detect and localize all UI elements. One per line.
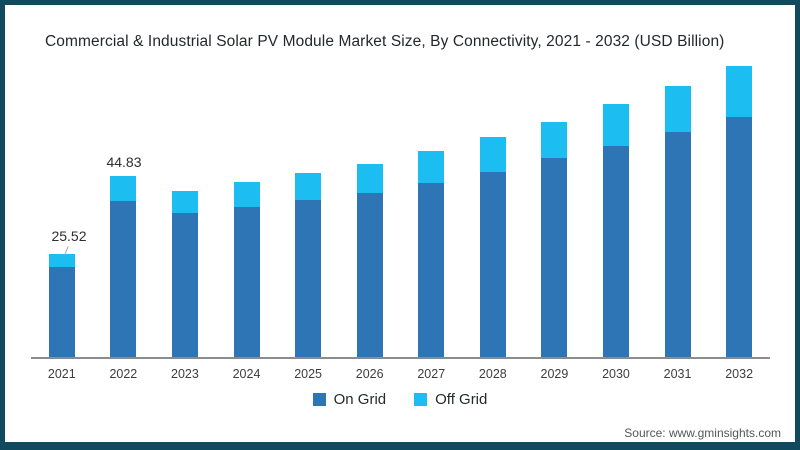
off-grid-segment-2026 [356, 164, 383, 193]
on-grid-segment-2024 [233, 207, 260, 357]
on-grid-segment-2031 [664, 132, 691, 357]
bar-column-2025 [277, 5, 339, 357]
x-axis-label-2023: 2023 [171, 367, 199, 381]
x-axis-label-2028: 2028 [478, 367, 507, 381]
data-label-2021: 25.52 [51, 228, 87, 244]
off-grid-segment-2030 [602, 104, 629, 146]
bar-column-2030 [585, 5, 647, 357]
x-axis-line [31, 357, 770, 359]
x-axis-label-2027: 2027 [417, 367, 446, 381]
x-axis-label-2032: 2032 [725, 367, 754, 381]
stacked-bar-2031 [664, 86, 691, 357]
x-axis-label-2022: 2022 [109, 367, 138, 381]
x-axis-labels: 2021 2022 2023 2024 2025 2026 2027 2028 2029 2030… [31, 367, 770, 381]
bar-column-2024 [216, 5, 278, 357]
on-grid-segment-2026 [356, 193, 383, 357]
on-grid-segment-2023 [171, 213, 198, 357]
off-grid-segment-2032 [726, 66, 753, 117]
off-grid-segment-2027 [418, 151, 445, 183]
legend-item-off-grid: Off Grid [414, 391, 487, 408]
bar-column-2023 [154, 5, 216, 357]
on-grid-segment-2021 [48, 267, 75, 357]
stacked-bar-2021 [48, 254, 75, 357]
off-grid-segment-2031 [664, 86, 691, 132]
off-grid-segment-2023 [171, 191, 198, 213]
x-axis-label-2030: 2030 [602, 367, 630, 381]
x-axis-label-2025: 2025 [294, 367, 322, 381]
bar-column-2029 [524, 5, 586, 357]
legend-label-on-grid: On Grid [333, 391, 387, 408]
stacked-bar-2022 [110, 176, 137, 357]
plot-area [31, 5, 770, 357]
on-grid-swatch-icon [312, 393, 326, 406]
on-grid-segment-2028 [479, 172, 506, 357]
legend-item-on-grid: On Grid [312, 391, 387, 408]
bar-column-2028 [462, 5, 524, 357]
x-axis-label-2029: 2029 [540, 367, 569, 381]
on-grid-segment-2030 [602, 146, 629, 357]
stacked-bar-2024 [233, 182, 260, 357]
bar-column-2032 [708, 5, 770, 357]
legend: On Grid Off Grid [5, 391, 795, 408]
x-axis-label-2026: 2026 [355, 367, 384, 381]
source-attribution: Source: www.gminsights.com [624, 426, 781, 440]
bar-column-2031 [647, 5, 709, 357]
stacked-bar-2032 [726, 66, 753, 357]
on-grid-segment-2022 [110, 201, 137, 357]
chart-title: Commercial & Industrial Solar PV Module … [45, 33, 725, 50]
off-grid-swatch-icon [414, 393, 428, 406]
x-axis-label-2021: 2021 [47, 367, 76, 381]
stacked-bar-2023 [171, 191, 198, 357]
stacked-bar-2030 [602, 104, 629, 357]
on-grid-segment-2027 [418, 183, 445, 357]
on-grid-segment-2032 [726, 117, 753, 357]
data-label-2022: 44.83 [106, 154, 142, 170]
on-grid-segment-2025 [295, 200, 322, 357]
bar-column-2022 [93, 5, 155, 357]
bar-column-2021 [31, 5, 93, 357]
off-grid-segment-2028 [479, 137, 506, 172]
off-grid-segment-2025 [295, 173, 322, 200]
on-grid-segment-2029 [541, 158, 568, 357]
stacked-bar-2026 [356, 164, 383, 357]
stacked-bar-2029 [541, 122, 568, 357]
stacked-bar-2027 [418, 151, 445, 357]
stacked-bar-2025 [295, 173, 322, 357]
off-grid-segment-2022 [110, 176, 137, 201]
x-axis-label-2031: 2031 [663, 367, 692, 381]
off-grid-segment-2024 [233, 182, 260, 207]
off-grid-segment-2029 [541, 122, 568, 158]
stacked-bar-2028 [479, 137, 506, 357]
legend-label-off-grid: Off Grid [435, 391, 488, 408]
bar-column-2027 [400, 5, 462, 357]
off-grid-segment-2021 [48, 254, 75, 267]
x-axis-label-2024: 2024 [232, 367, 261, 381]
bar-column-2026 [339, 5, 401, 357]
